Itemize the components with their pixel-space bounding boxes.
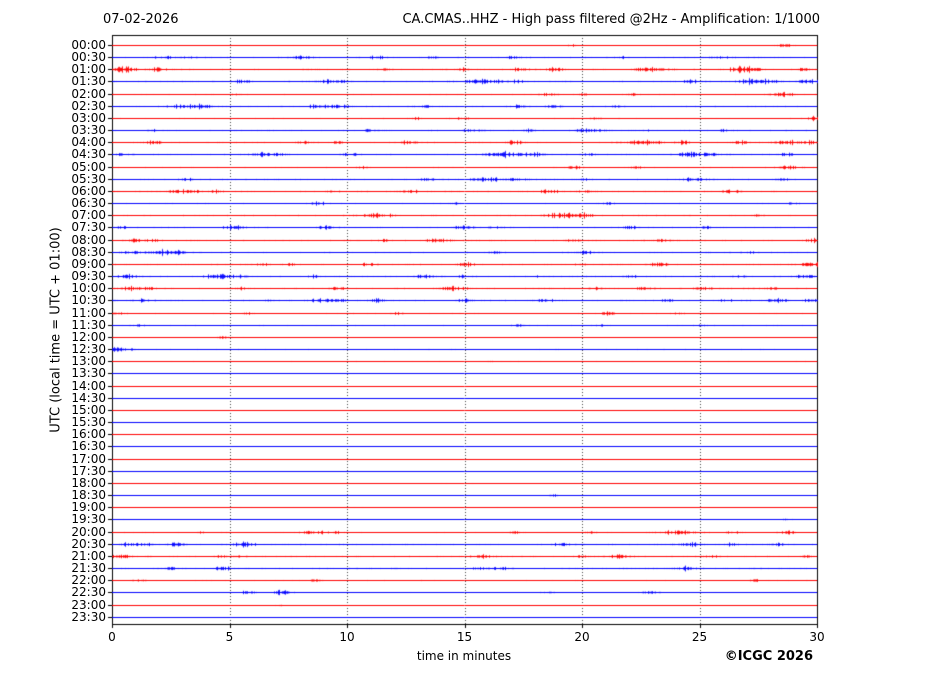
- y-tick-label: 07:30: [71, 220, 106, 235]
- y-tick-label: 08:30: [71, 244, 106, 259]
- y-tick-label: 18:30: [71, 488, 106, 503]
- y-tick-label: 21:30: [71, 561, 106, 576]
- y-tick-label: 09:30: [71, 269, 106, 284]
- y-tick-label: 13:00: [71, 354, 106, 369]
- y-tick-label: 23:00: [71, 597, 106, 612]
- y-tick-label: 21:00: [71, 548, 106, 563]
- y-tick-label: 11:30: [71, 317, 106, 332]
- y-tick-label: 19:30: [71, 512, 106, 527]
- y-tick-label: 06:00: [71, 183, 106, 198]
- x-tick-label: 10: [339, 630, 355, 644]
- x-tick-label: 30: [809, 630, 825, 644]
- y-tick-label: 03:00: [71, 110, 106, 125]
- y-tick-label: 22:00: [71, 573, 106, 588]
- y-tick-label: 02:30: [71, 98, 106, 113]
- y-tick-label: 14:30: [71, 390, 106, 405]
- y-tick-label: 01:30: [71, 74, 106, 89]
- y-tick-label: 17:30: [71, 463, 106, 478]
- y-tick-label: 05:30: [71, 171, 106, 186]
- y-tick-label: 00:00: [71, 38, 106, 52]
- copyright-label: ©ICGC 2026: [724, 649, 813, 664]
- y-tick-label: 15:30: [71, 415, 106, 430]
- x-tick-label: 0: [108, 630, 116, 644]
- y-tick-label: 00:30: [71, 50, 106, 65]
- y-tick-label: 04:30: [71, 147, 106, 162]
- y-tick-label: 01:00: [71, 62, 106, 77]
- y-tick-label: 09:00: [71, 256, 106, 271]
- y-tick-label: 16:00: [71, 427, 106, 442]
- y-tick-label: 17:00: [71, 451, 106, 466]
- y-tick-label: 12:30: [71, 342, 106, 357]
- y-tick-label: 07:00: [71, 208, 106, 223]
- x-tick-label: 25: [691, 630, 708, 644]
- plot-title: CA.CMAS..HHZ - High pass filtered @2Hz -…: [402, 12, 820, 27]
- y-tick-label: 13:30: [71, 366, 106, 381]
- y-tick-label: 05:00: [71, 159, 106, 174]
- x-tick-label: 20: [574, 630, 590, 644]
- y-tick-label: 14:00: [71, 378, 106, 393]
- y-tick-label: 20:00: [71, 524, 106, 539]
- y-tick-label: 11:00: [71, 305, 106, 320]
- y-tick-label: 03:30: [71, 123, 106, 138]
- y-tick-label: 08:00: [71, 232, 106, 247]
- y-tick-label: 22:30: [71, 585, 106, 600]
- y-tick-label: 10:00: [71, 281, 106, 296]
- x-tick-label: 15: [456, 630, 473, 644]
- y-tick-label: 02:00: [71, 86, 106, 101]
- x-tick-label: 5: [225, 630, 234, 644]
- y-tick-label: 23:30: [71, 609, 106, 624]
- y-tick-label: 16:30: [71, 439, 106, 454]
- y-tick-label: 18:00: [71, 475, 106, 490]
- y-tick-label: 10:30: [71, 293, 106, 308]
- y-tick-label: 19:00: [71, 500, 106, 515]
- x-axis-label: time in minutes: [416, 649, 512, 663]
- y-tick-label: 04:00: [71, 135, 106, 150]
- y-tick-label: 15:00: [71, 402, 106, 417]
- y-tick-label: 06:30: [71, 196, 106, 211]
- y-tick-label: 12:00: [71, 329, 106, 344]
- date-label: 07-02-2026: [103, 12, 179, 27]
- y-tick-label: 20:30: [71, 536, 106, 551]
